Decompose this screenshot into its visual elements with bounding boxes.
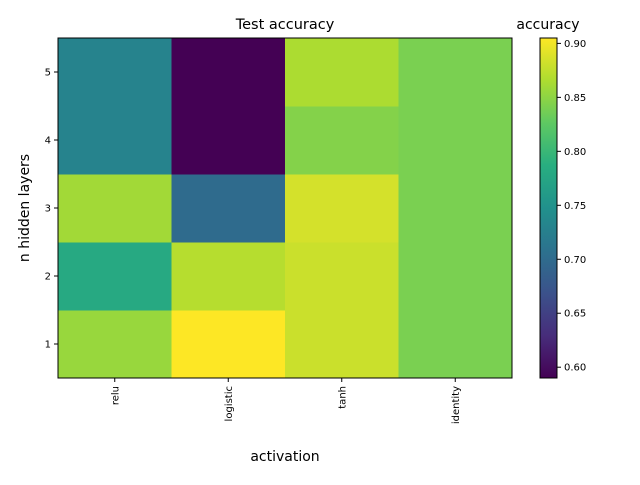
heatmap-cell-relu-3: [58, 174, 172, 243]
heatmap-cell-tanh-3: [285, 174, 399, 243]
heatmap-cell-logistic-3: [171, 174, 286, 243]
heatmap-cell-identity-5: [398, 38, 513, 107]
heatmap-cell-identity-2: [398, 242, 513, 311]
x-tick-label-relu: relu: [110, 386, 121, 405]
colorbar-label: accuracy: [516, 17, 579, 33]
heatmap-cell-logistic-4: [171, 106, 286, 175]
heatmap-cell-tanh-2: [285, 242, 399, 311]
heatmap-cell-tanh-4: [285, 106, 399, 175]
heatmap-cell-relu-4: [58, 106, 172, 175]
y-tick-label-5: 5: [45, 68, 51, 79]
x-axis-ticks: relu logistic tanh identity: [110, 378, 462, 424]
y-tick-label-4: 4: [45, 136, 51, 147]
y-tick-label-2: 2: [45, 272, 51, 283]
colorbar: [539, 37, 558, 379]
colorbar-tick-label: 0.90: [564, 39, 586, 50]
heatmap-cell-identity-4: [398, 106, 513, 175]
colorbar-tick-label: 0.85: [564, 93, 586, 104]
heatmap-cell-logistic-1: [171, 310, 286, 379]
y-axis-ticks: 1 2 3 4 5: [45, 68, 58, 351]
colorbar-tick-label: 0.70: [564, 255, 586, 266]
heatmap-cell-tanh-5: [285, 38, 399, 107]
y-axis-label: n hidden layers: [17, 154, 33, 262]
heatmap-cell-relu-1: [58, 310, 172, 379]
colorbar-tick-label: 0.65: [564, 309, 586, 320]
colorbar-tick-label: 0.75: [564, 201, 586, 212]
colorbar-ticks: 0.60 0.65 0.70 0.75 0.80 0.85 0.90: [557, 39, 586, 374]
x-tick-label-tanh: tanh: [337, 386, 348, 409]
colorbar-tick-label: 0.60: [564, 363, 586, 374]
chart-title: Test accuracy: [235, 17, 335, 33]
heatmap-cell-tanh-1: [285, 310, 399, 379]
y-tick-label-1: 1: [45, 340, 51, 351]
heatmap-cell-logistic-5: [171, 38, 286, 107]
x-axis-label: activation: [250, 449, 319, 465]
heatmap-cells: [58, 38, 513, 379]
colorbar-tick-label: 0.80: [564, 147, 586, 158]
y-tick-label-3: 3: [45, 204, 51, 215]
heatmap-cell-relu-5: [58, 38, 172, 107]
heatmap-cell-relu-2: [58, 242, 172, 311]
heatmap-cell-identity-3: [398, 174, 513, 243]
heatmap-cell-identity-1: [398, 310, 513, 379]
heatmap-cell-logistic-2: [171, 242, 286, 311]
x-tick-label-identity: identity: [451, 386, 462, 424]
x-tick-label-logistic: logistic: [224, 386, 235, 421]
